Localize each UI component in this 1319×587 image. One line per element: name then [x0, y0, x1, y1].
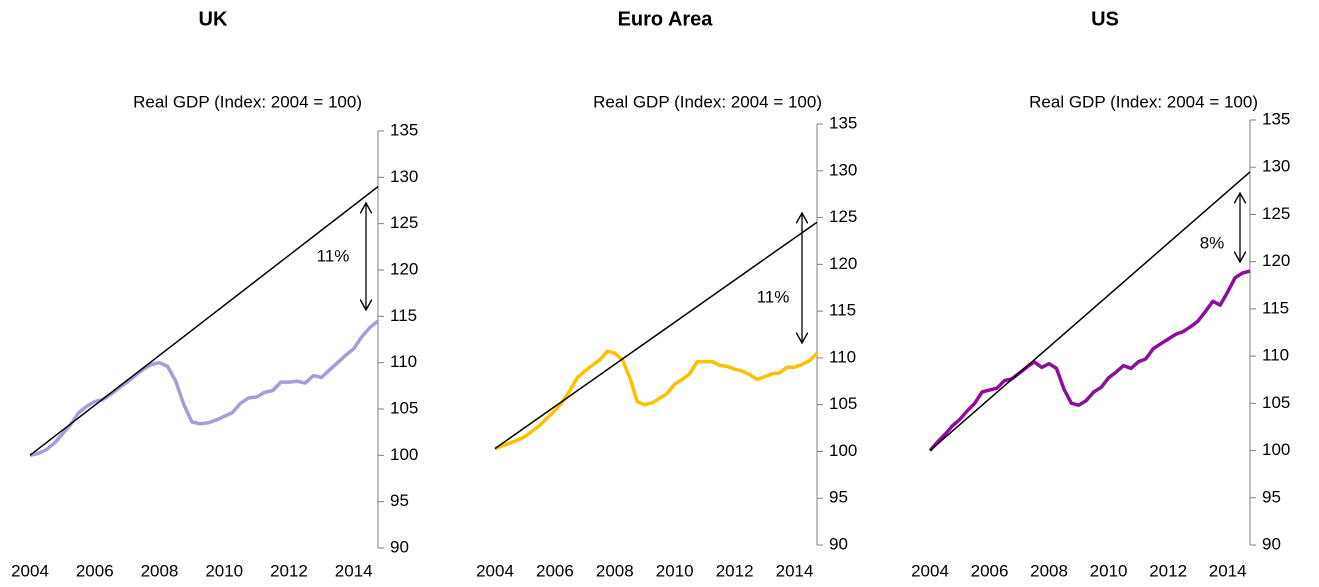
chart-subtitle: Real GDP (Index: 2004 = 100) — [593, 92, 822, 111]
annotation: 11% — [317, 246, 350, 265]
y-tick-label: 110 — [829, 347, 856, 366]
chart-subtitle: Real GDP (Index: 2004 = 100) — [1029, 92, 1258, 111]
y-tick-label: 130 — [829, 160, 857, 179]
y-tick-label: 130 — [1262, 157, 1290, 176]
y-tick-label: 95 — [829, 488, 848, 507]
y-tick-label: 125 — [390, 213, 418, 232]
y-tick-label: 105 — [1262, 393, 1290, 412]
x-tick-label: 2006 — [971, 561, 1009, 580]
y-tick-label: 95 — [1262, 487, 1281, 506]
x-tick-label: 2008 — [596, 561, 634, 580]
data-line — [494, 221, 818, 450]
chart-subtitle: Real GDP (Index: 2004 = 100) — [133, 92, 362, 111]
x-tick-label: 2010 — [656, 561, 694, 580]
x-tick-label: 2010 — [1090, 561, 1128, 580]
y-tick-label: 95 — [390, 491, 409, 510]
y-tick-label: 120 — [390, 259, 418, 278]
chart-panel: Euro Area Real GDP (Index: 2004 = 100) 90 9… — [476, 8, 857, 580]
annotation: 8% — [1200, 233, 1225, 252]
x-tick-label: 2006 — [76, 561, 114, 580]
data-line — [929, 171, 1251, 452]
y-tick-label: 100 — [829, 441, 857, 460]
y-tick-label: 125 — [829, 207, 857, 226]
y-tick-label: 135 — [829, 113, 857, 132]
data-line — [29, 319, 380, 458]
x-tick-label: 2008 — [1030, 561, 1068, 580]
x-tick-label: 2006 — [536, 561, 574, 580]
chart-title: UK — [199, 8, 228, 30]
y-tick-label: 105 — [390, 398, 418, 417]
y-tick-label: 110 — [390, 352, 417, 371]
y-tick-label: 135 — [390, 120, 418, 139]
y-tick-label: 115 — [1262, 298, 1289, 317]
y-tick-label: 90 — [1262, 534, 1281, 553]
y-tick-label: 130 — [390, 167, 418, 186]
x-tick-label: 2008 — [141, 561, 179, 580]
x-tick-label: 2004 — [476, 561, 514, 580]
x-tick-label: 2010 — [205, 561, 243, 580]
y-tick-label: 120 — [1262, 251, 1290, 270]
chart-title: Euro Area — [618, 8, 714, 30]
x-tick-label: 2012 — [270, 561, 308, 580]
x-tick-label: 2014 — [776, 561, 814, 580]
y-tick-label: 115 — [829, 301, 856, 320]
chart-panel: US Real GDP (Index: 2004 = 100) 90 95 100 105… — [911, 8, 1290, 580]
data-line — [928, 269, 1251, 452]
y-tick-label: 120 — [829, 254, 857, 273]
y-tick-label: 100 — [390, 445, 418, 464]
x-tick-label: 2012 — [1149, 561, 1187, 580]
data-line — [29, 186, 379, 456]
y-tick-label: 110 — [1262, 346, 1289, 365]
x-tick-label: 2014 — [335, 561, 373, 580]
data-line — [494, 349, 819, 451]
annotation: 11% — [757, 287, 790, 306]
y-tick-label: 105 — [829, 394, 857, 413]
x-tick-label: 2004 — [11, 561, 49, 580]
chart-title: US — [1091, 8, 1119, 30]
y-tick-label: 90 — [829, 534, 848, 553]
y-tick-label: 100 — [1262, 440, 1290, 459]
y-tick-label: 135 — [1262, 109, 1290, 128]
y-tick-label: 90 — [390, 537, 409, 556]
x-tick-label: 2004 — [911, 561, 949, 580]
y-tick-label: 115 — [390, 306, 417, 325]
chart-panel: UK Real GDP (Index: 2004 = 100) 90 95 100 105… — [11, 8, 418, 580]
y-tick-label: 125 — [1262, 204, 1290, 223]
x-tick-label: 2012 — [716, 561, 754, 580]
x-tick-label: 2014 — [1209, 561, 1247, 580]
